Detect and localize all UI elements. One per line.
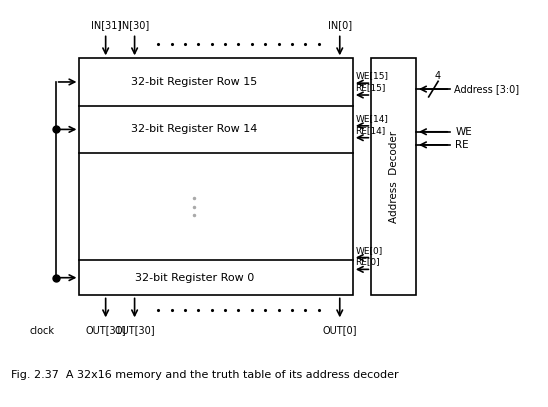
Text: OUT[0]: OUT[0] — [323, 326, 357, 336]
Text: RE[15]: RE[15] — [356, 83, 386, 92]
Text: WE: WE — [455, 127, 472, 137]
Text: OUT[31]: OUT[31] — [85, 326, 126, 336]
Bar — [79, 58, 353, 295]
Text: RE[14]: RE[14] — [356, 126, 386, 135]
Text: OUT[30]: OUT[30] — [115, 326, 155, 336]
Text: 4: 4 — [435, 71, 441, 81]
Text: WE[15]: WE[15] — [356, 71, 389, 80]
Text: RE[0]: RE[0] — [356, 258, 380, 267]
Text: Address  Decoder: Address Decoder — [389, 131, 399, 223]
Text: WE[0]: WE[0] — [356, 246, 383, 255]
Text: clock: clock — [30, 326, 54, 336]
Text: IN[0]: IN[0] — [328, 20, 352, 30]
Text: Address [3:0]: Address [3:0] — [454, 84, 520, 94]
Text: IN[31]: IN[31] — [90, 20, 121, 30]
Text: IN[30]: IN[30] — [119, 20, 150, 30]
Bar — [372, 58, 416, 295]
Text: RE: RE — [455, 140, 469, 150]
Text: 32-bit Register Row 14: 32-bit Register Row 14 — [131, 125, 258, 134]
Text: WE[14]: WE[14] — [356, 114, 389, 123]
Text: 32-bit Register Row 0: 32-bit Register Row 0 — [135, 273, 254, 283]
Text: 32-bit Register Row 15: 32-bit Register Row 15 — [131, 77, 258, 87]
Text: Fig. 2.37  A 32x16 memory and the truth table of its address decoder: Fig. 2.37 A 32x16 memory and the truth t… — [11, 370, 398, 380]
